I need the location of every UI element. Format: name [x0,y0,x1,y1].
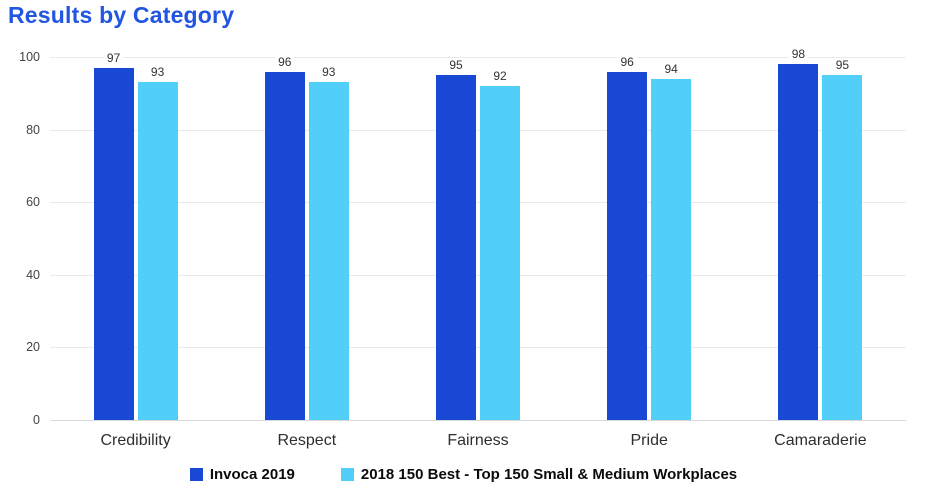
bar-fairness-series-1 [436,75,476,420]
y-axis-tick-0: 0 [33,412,40,427]
x-axis-label-pride: Pride [630,432,668,449]
gridline-0 [50,420,906,421]
value-label-respect-series-2: 93 [319,66,339,80]
bar-respect-series-1 [264,71,305,420]
legend-item-2018-150-best-top-150-small-medium-workplaces: 2018 150 Best - Top 150 Small & Medium W… [340,466,738,483]
y-axis-tick-80: 80 [26,122,40,137]
chart-title: Results by Category [8,2,235,28]
x-axis-label-fairness: Fairness [447,432,509,449]
value-label-camaraderie-series-2: 95 [832,58,853,73]
y-axis-tick-100: 100 [19,49,40,64]
value-label-pride-series-1: 96 [617,55,637,69]
value-label-respect-series-1: 96 [275,55,295,69]
value-label-fairness-series-1: 95 [446,58,466,73]
bar-credibility-series-2 [137,82,178,420]
legend-swatch-icon [340,468,354,481]
gridline-40 [50,274,906,276]
bar-respect-series-2 [308,82,349,420]
value-label-credibility-series-2: 93 [147,66,168,80]
x-axis-label-camaraderie: Camaraderie [774,432,867,449]
bar-camaraderie-series-2 [822,75,863,420]
value-label-credibility-series-1: 97 [103,51,124,66]
value-label-pride-series-2: 94 [661,62,681,76]
bar-pride-series-2 [651,78,692,420]
gridline-20 [50,347,906,349]
legend: Invoca 2019 2018 150 Best - Top 150 Small… [0,466,927,483]
bar-credibility-series-1 [93,67,134,420]
gridline-60 [50,202,906,204]
legend-swatch-icon [189,468,203,481]
plot-area: 0 20 40 60 80 100 97 93 Credibility 96 93 Respect 95… [19,48,906,449]
bar-camaraderie-series-1 [778,64,819,420]
gridline-80 [50,129,906,131]
value-label-fairness-series-2: 92 [490,69,510,84]
y-axis-tick-20: 20 [26,340,40,355]
legend-label: Invoca 2019 [209,466,295,483]
y-axis-tick-60: 60 [26,194,40,209]
x-axis-label-respect: Respect [277,432,337,449]
legend-item-invoca-2019: Invoca 2019 [189,466,295,483]
value-label-camaraderie-series-1: 98 [788,48,809,62]
x-axis-label-credibility: Credibility [100,432,171,449]
y-axis-tick-40: 40 [26,267,40,282]
bar-fairness-series-2 [480,86,520,420]
gridline-100 [50,57,906,58]
bar-pride-series-1 [607,71,648,420]
legend-label: 2018 150 Best - Top 150 Small & Medium W… [360,466,738,483]
